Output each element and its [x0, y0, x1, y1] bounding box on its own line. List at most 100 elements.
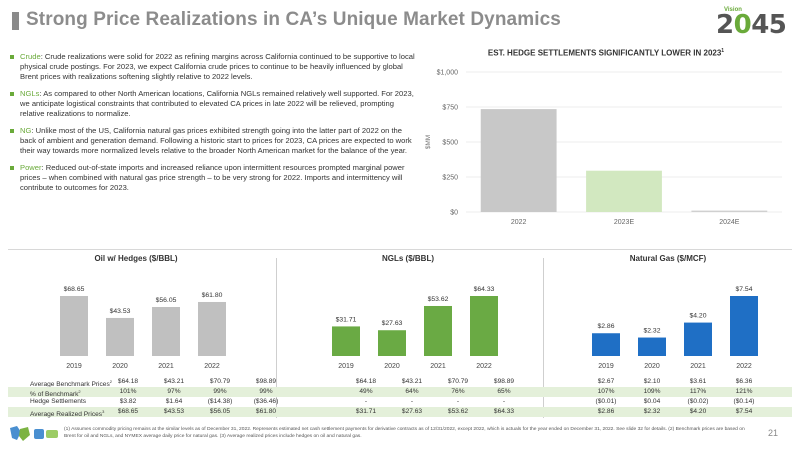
ngl-chart: NGLs ($/BBL) $31.71 2019 $27.63 2020 $53.62 2…	[280, 254, 536, 376]
table-cell: 99%	[213, 388, 227, 395]
title-bar: Strong Price Realizations in CA’s Unique…	[0, 0, 800, 42]
bullet-label: Power	[20, 163, 42, 172]
table-cell: ($14.38)	[207, 398, 233, 405]
table-cell: 76%	[451, 388, 465, 395]
table-cell: $1.64	[165, 398, 183, 405]
table-cell: $68.65	[117, 408, 139, 415]
logo-digit-2: 2	[716, 10, 734, 40]
gas-chart-svg: $2.86 2019 $2.32 2020 $4.20 2021 $7.54 2022	[592, 286, 758, 370]
x-tick-label: 2022	[736, 363, 752, 370]
table-cell: ($0.14)	[733, 398, 755, 405]
logo-vision-text: Vision	[724, 7, 742, 13]
price-bar	[730, 296, 758, 356]
x-tick-label: 2021	[690, 363, 706, 370]
table-cell: $7.54	[735, 408, 753, 415]
y-tick-label: $750	[442, 105, 458, 112]
y-tick-label: $500	[442, 140, 458, 147]
bullet-label: Crude	[20, 52, 41, 61]
x-tick-label: 2023E	[614, 219, 635, 226]
oil-chart: Oil w/ Hedges ($/BBL) $68.65 2019 $43.53 20…	[8, 254, 264, 376]
price-bar	[378, 330, 406, 356]
oil-chart-svg: $68.65 2019 $43.53 2020 $56.05 2021 $61.80 2022	[60, 286, 226, 370]
table-cell: $43.53	[163, 408, 185, 415]
table-cell: $3.82	[119, 398, 137, 405]
section-divider	[8, 249, 792, 250]
table-cell: $3.61	[689, 378, 707, 385]
table-cell: $61.80	[255, 408, 277, 415]
table-cell: $64.18	[355, 378, 377, 385]
table-cell: $64.33	[493, 408, 515, 415]
logo-digits-45: 45	[751, 10, 787, 40]
y-tick-label: $0	[450, 210, 458, 217]
page-number: 21	[767, 428, 778, 438]
table-cell: $98.89	[255, 378, 277, 385]
table-cell: $64.18	[117, 378, 139, 385]
bar-value-label: $4.20	[689, 313, 706, 320]
y-tick-label: $1,000	[437, 70, 459, 77]
bullet-ng: NG: Unlike most of the US, California na…	[8, 126, 416, 156]
row-label: Average Benchmark Prices2	[30, 379, 113, 389]
gas-chart: Natural Gas ($/MCF) $2.86 2019 $2.32 2020 $4…	[540, 254, 796, 376]
column-divider	[276, 258, 277, 418]
table-cell: $43.21	[163, 378, 185, 385]
hedge-chart-title-text: EST. HEDGE SETTLEMENTS SIGNIFICANTLY LOW…	[487, 48, 722, 58]
row-label-sup: 2	[109, 379, 113, 384]
table-cell: $56.05	[209, 408, 231, 415]
price-bar	[152, 307, 180, 356]
price-bar	[106, 317, 134, 356]
footnote: (1) Assumes commodity pricing remains at…	[64, 427, 745, 439]
row-label: Hedge Settlements	[30, 398, 87, 405]
bullet-square-icon	[10, 92, 14, 96]
bar-value-label: $53.62	[428, 296, 449, 303]
table-row: % of Benchmark2 101% 97% 99% 99% 49% 64% 76% 65%…	[8, 387, 792, 398]
page-title: Strong Price Realizations in CA’s Unique…	[26, 9, 561, 30]
table-cell: $2.86	[597, 408, 615, 415]
ngl-chart-title: NGLs ($/BBL)	[382, 254, 434, 263]
table-cell: -	[456, 398, 460, 405]
table-cell: $98.89	[493, 378, 515, 385]
table-cell: 65%	[497, 388, 511, 395]
column-divider	[543, 258, 544, 418]
table-row: Hedge Settlements $3.82 $1.64 ($14.38) ($36.…	[8, 397, 792, 407]
x-tick-label: 2019	[598, 363, 614, 370]
y-axis-label: $MM	[425, 135, 432, 149]
bar-value-label: $2.86	[597, 323, 614, 330]
y-tick-label: $250	[442, 175, 458, 182]
x-tick-label: 2021	[430, 363, 446, 370]
row-label-sup: 3	[102, 409, 105, 414]
table-cell: -	[502, 398, 506, 405]
bar-value-label: $7.54	[735, 286, 752, 293]
price-bar	[60, 296, 88, 356]
bar-value-label: $68.65	[64, 286, 85, 293]
table-cell: $2.67	[597, 378, 615, 385]
price-bar	[424, 305, 452, 356]
bullet-ngls: NGLs: As compared to other North America…	[8, 89, 416, 119]
x-tick-label: 2020	[384, 363, 400, 370]
bullet-label: NG	[20, 126, 32, 135]
logo-year: 2045	[716, 10, 787, 40]
bullet-power: Power: Reduced out-of-state imports and …	[8, 163, 416, 193]
table-cell: $6.36	[735, 378, 753, 385]
price-bar	[332, 326, 360, 356]
table-cell: ($0.01)	[595, 398, 617, 405]
bullet-square-icon	[10, 129, 14, 133]
hedge-chart-svg: $0 $250 $500 $750 $1,000 $MM 2022 2023E 2024E	[425, 70, 782, 226]
bar-value-label: $2.32	[643, 328, 660, 335]
x-tick-label: 2020	[112, 363, 128, 370]
table-cell: ($0.02)	[687, 398, 709, 405]
hedge-chart-title-sup: 1	[721, 48, 725, 54]
table-cell: $70.79	[209, 378, 231, 385]
hedge-bar	[480, 109, 557, 212]
bar-value-label: $61.80	[202, 292, 223, 299]
bullet-crude: Crude: Crude realizations were solid for…	[8, 52, 416, 82]
bullet-square-icon	[10, 166, 14, 170]
price-bar	[592, 333, 620, 356]
row-label: Average Realized Prices3	[30, 409, 105, 419]
price-bar	[684, 322, 712, 356]
price-bar	[470, 296, 498, 356]
x-tick-label: 2019	[66, 363, 82, 370]
hedge-bar	[691, 210, 768, 212]
x-tick-label: 2022	[204, 363, 220, 370]
table-row: Average Benchmark Prices2 $64.18 $43.21 $70…	[8, 377, 792, 389]
commentary-bullets: Crude: Crude realizations were solid for…	[8, 52, 416, 200]
